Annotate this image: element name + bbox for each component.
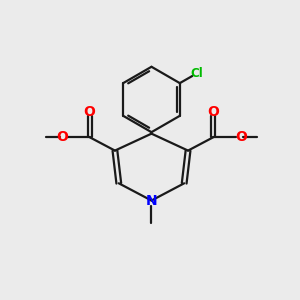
Text: Cl: Cl — [191, 67, 203, 80]
Text: O: O — [56, 130, 68, 144]
Text: O: O — [84, 105, 96, 119]
Text: O: O — [207, 105, 219, 119]
Text: N: N — [146, 194, 157, 208]
Text: O: O — [235, 130, 247, 144]
